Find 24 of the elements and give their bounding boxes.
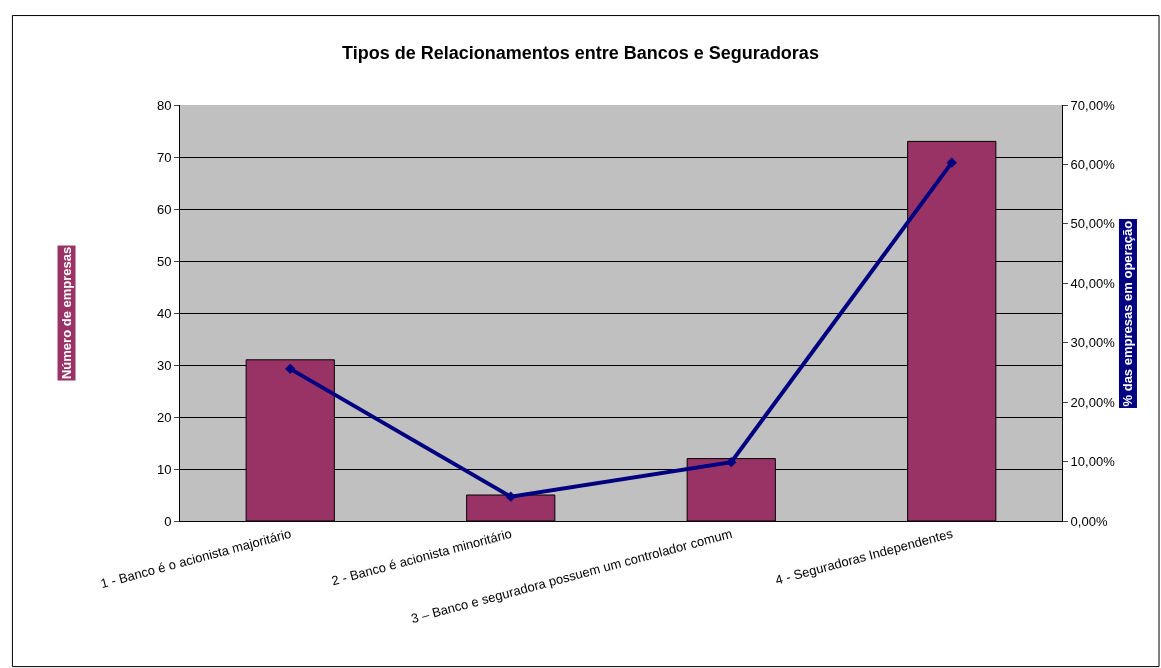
point [285,363,296,375]
y-tick-label: 20 [156,409,172,425]
y2-tick-label: 40,00% [1070,275,1116,291]
y2-tick-label: 60,00% [1070,156,1116,172]
y2-tick-label: 20,00% [1070,394,1116,410]
y2-tick-label: 0,00% [1070,513,1108,529]
y-tick-label: 0 [164,513,172,529]
y-tick-label: 60 [156,201,172,217]
point [726,456,737,468]
chart-title: Tipos de Relacionamentos entre Bancos e Seguradoras [342,43,819,64]
y-tick-label: 10 [156,461,172,477]
point [946,157,957,168]
y-tick-label: 30 [156,357,172,373]
y2-tick-label: 10,00% [1070,454,1116,470]
y-tick-label: 70 [156,149,172,165]
y-tick-label: 80 [156,97,172,113]
y2-tick-label: 50,00% [1070,216,1116,232]
point [505,491,516,502]
y2-tick-label: 70,00% [1070,97,1116,113]
y-tick-label: 50 [156,253,172,269]
y2-axis-title: % das empresas em operação [1120,220,1136,407]
y-tick-label: 40 [156,305,172,321]
y2-tick-label: 30,00% [1070,335,1116,351]
y-axis-title: Número de empresas [59,246,75,380]
